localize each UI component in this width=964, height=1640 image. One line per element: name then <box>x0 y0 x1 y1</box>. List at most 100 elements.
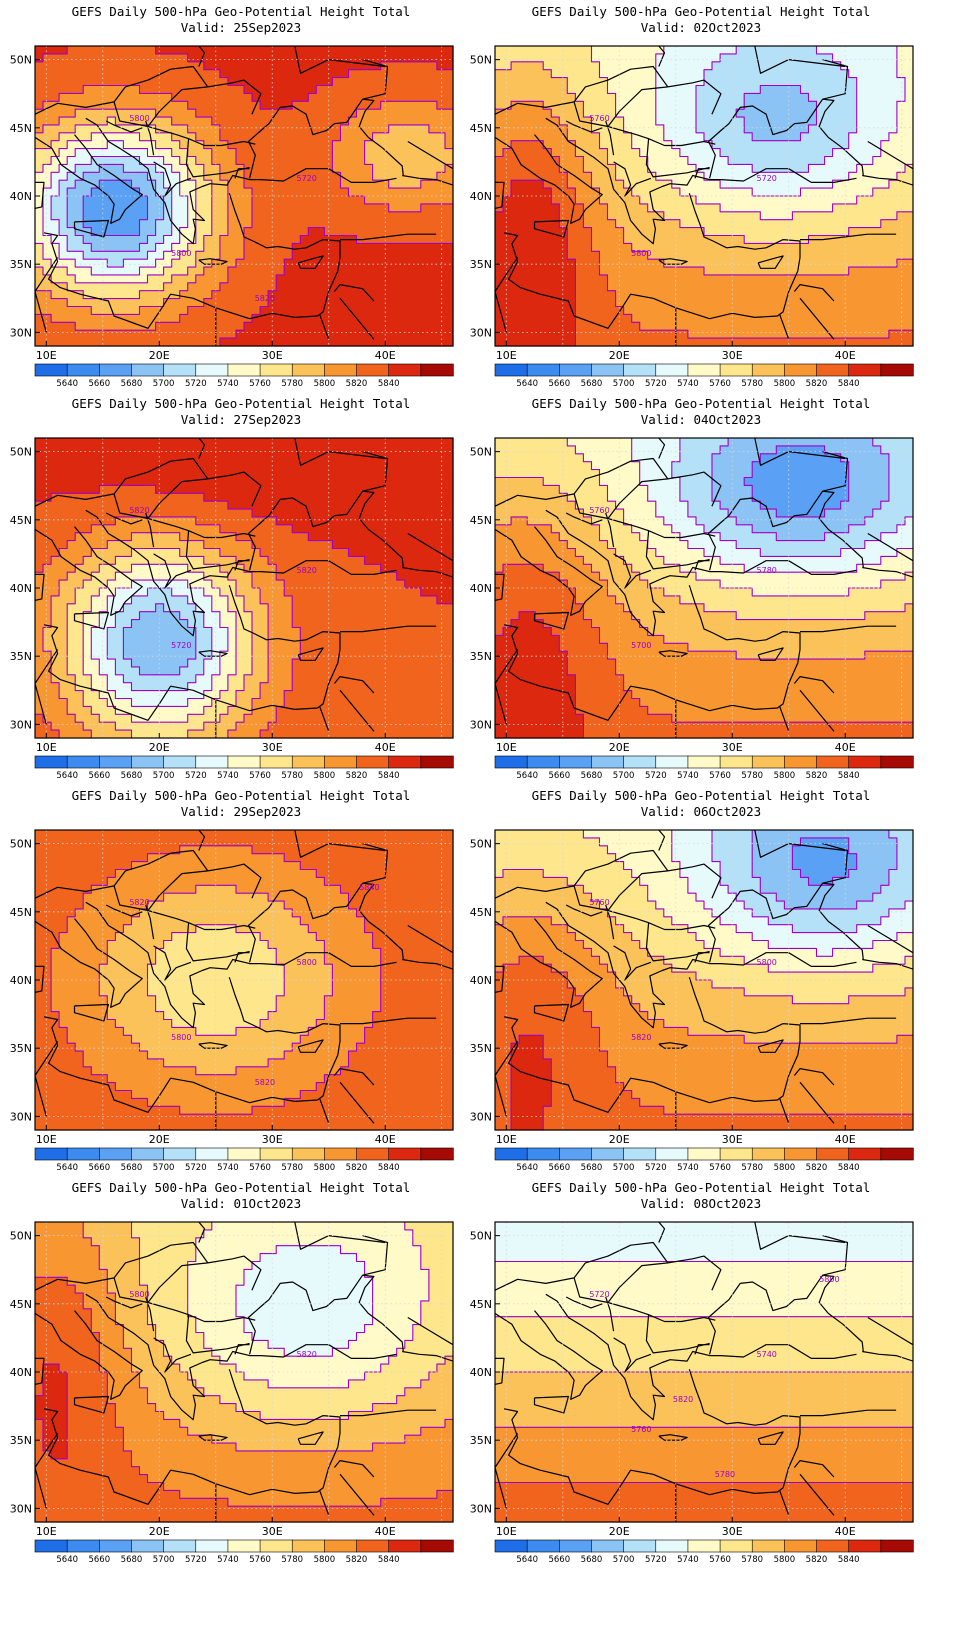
colorbar-swatch <box>655 1147 689 1161</box>
contour-label: 5800 <box>631 249 651 258</box>
colorbar-swatch <box>356 363 390 377</box>
colorbar-label: 5820 <box>806 1555 828 1565</box>
map-panel: GEFS Daily 500-hPa Geo-Potential Height … <box>0 786 482 1196</box>
colorbar-label: 5820 <box>346 379 368 389</box>
panel-title: GEFS Daily 500-hPa Geo-Potential Height … <box>71 1180 411 1195</box>
colorbar-swatch <box>99 1539 133 1553</box>
map-panel: GEFS Daily 500-hPa Geo-Potential Height … <box>0 1178 482 1588</box>
colorbar-label: 5680 <box>121 771 143 781</box>
lon-tick-label: 20E <box>609 741 630 754</box>
colorbar-label: 5740 <box>677 771 699 781</box>
colorbar-swatch <box>356 1147 390 1161</box>
colorbar-swatch <box>751 363 786 377</box>
colorbar-label: 5780 <box>281 1163 303 1173</box>
contour-labels: 5760 5720 5800 <box>589 114 777 258</box>
colorbar-swatch <box>559 1147 593 1161</box>
colorbar-label: 5680 <box>121 1163 143 1173</box>
lon-tick-label: 10E <box>496 1133 517 1146</box>
lon-tick-label: 40E <box>375 741 396 754</box>
lon-tick-label: 40E <box>375 1525 396 1538</box>
colorbar-label: 5820 <box>806 1163 828 1173</box>
lon-tick-label: 30E <box>262 349 283 362</box>
colorbar-swatch <box>816 1539 850 1553</box>
lon-tick-label: 10E <box>496 349 517 362</box>
colorbar-label: 5700 <box>613 771 635 781</box>
colorbar-swatch <box>131 1147 165 1161</box>
coastlines <box>495 1222 913 1522</box>
colorbar-swatch <box>526 1147 561 1161</box>
colorbar-label: 5640 <box>516 1555 538 1565</box>
contour-label: 5820 <box>129 898 149 907</box>
colorbar-label: 5700 <box>613 379 635 389</box>
colorbar-label: 5840 <box>838 1555 860 1565</box>
contour-label: 5800 <box>129 1290 149 1299</box>
lat-tick-label: 35N <box>10 650 32 663</box>
height-field <box>35 1222 454 1523</box>
contour-label: 5820 <box>129 506 149 515</box>
colorbar-label: 5640 <box>56 771 78 781</box>
colorbar-swatch <box>66 1147 101 1161</box>
coastlines <box>35 438 453 738</box>
colorbar-swatch <box>163 363 197 377</box>
colorbar-swatch <box>34 755 68 769</box>
graticule <box>495 438 913 738</box>
contour-label: 5800 <box>757 958 777 967</box>
colorbar-swatch <box>163 1147 197 1161</box>
contour-label: 5820 <box>255 1078 275 1087</box>
colorbar-label: 5700 <box>153 379 175 389</box>
colorbar-swatch <box>880 363 914 377</box>
lat-tick-label: 50N <box>10 446 32 459</box>
colorbar-swatch <box>623 363 657 377</box>
colorbar-swatch <box>259 1539 293 1553</box>
colorbar-swatch <box>623 755 657 769</box>
colorbar-swatch <box>131 755 165 769</box>
lon-tick-label: 10E <box>496 741 517 754</box>
contour-labels: 5800 5820 <box>129 1290 317 1359</box>
colorbar-label: 5740 <box>217 1555 239 1565</box>
colorbar-label: 5840 <box>378 1555 400 1565</box>
lon-tick-label: 20E <box>609 1525 630 1538</box>
colorbar-swatch <box>131 1539 165 1553</box>
colorbar-swatch <box>227 1147 261 1161</box>
panel-valid-date: Valid: 06Oct2023 <box>640 804 762 819</box>
colorbar-label: 5720 <box>645 1163 667 1173</box>
lat-tick-label: 40N <box>10 974 32 987</box>
coastlines <box>35 830 453 1130</box>
colorbar-swatch <box>324 1539 358 1553</box>
contour-label: 5800 <box>171 249 191 258</box>
colorbar-swatch <box>388 1147 422 1161</box>
colorbar-swatch <box>195 1147 229 1161</box>
colorbar-label: 5700 <box>613 1163 635 1173</box>
colorbar-label: 5800 <box>774 379 796 389</box>
contour-label: 5840 <box>359 883 379 892</box>
colorbar: 5640 5660 5680 5700 5720 5740 5760 5780 5800 5820… <box>494 755 914 781</box>
colorbar-swatch <box>526 755 561 769</box>
map-panel: GEFS Daily 500-hPa Geo-Potential Height … <box>0 2 482 412</box>
colorbar-swatch <box>163 1539 197 1553</box>
colorbar-label: 5740 <box>677 1163 699 1173</box>
colorbar-swatch <box>131 363 165 377</box>
colorbar-label: 5760 <box>249 379 271 389</box>
colorbar-swatch <box>324 755 358 769</box>
colorbar-label: 5640 <box>56 379 78 389</box>
lat-tick-label: 40N <box>10 582 32 595</box>
lat-tick-label: 40N <box>10 1366 32 1379</box>
colorbar-label: 5700 <box>153 771 175 781</box>
colorbar-swatch <box>99 363 133 377</box>
colorbar-swatch <box>559 363 593 377</box>
height-contours <box>34 1221 454 1507</box>
lat-tick-label: 50N <box>470 446 492 459</box>
map-panel: GEFS Daily 500-hPa Geo-Potential Height … <box>0 394 482 804</box>
colorbar-label: 5660 <box>88 379 110 389</box>
lat-tick-label: 30N <box>10 718 32 731</box>
colorbar-swatch <box>591 755 625 769</box>
colorbar-swatch <box>591 363 625 377</box>
colorbar-label: 5740 <box>217 379 239 389</box>
colorbar-swatch <box>784 1539 818 1553</box>
colorbar-swatch <box>420 1539 454 1553</box>
colorbar: 5640 5660 5680 5700 5720 5740 5760 5780 5800 5820… <box>494 1539 914 1565</box>
colorbar-label: 5720 <box>645 771 667 781</box>
lat-tick-label: 35N <box>470 650 492 663</box>
colorbar-label: 5660 <box>88 771 110 781</box>
